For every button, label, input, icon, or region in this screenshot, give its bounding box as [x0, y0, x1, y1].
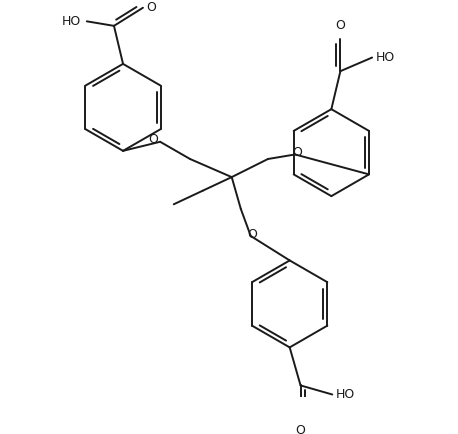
Text: O: O — [292, 146, 302, 159]
Text: HO: HO — [62, 15, 82, 28]
Text: O: O — [248, 228, 257, 241]
Text: O: O — [148, 134, 158, 147]
Text: HO: HO — [376, 51, 395, 64]
Text: HO: HO — [336, 388, 355, 401]
Text: O: O — [295, 424, 305, 434]
Text: O: O — [147, 1, 157, 14]
Text: O: O — [335, 19, 345, 32]
